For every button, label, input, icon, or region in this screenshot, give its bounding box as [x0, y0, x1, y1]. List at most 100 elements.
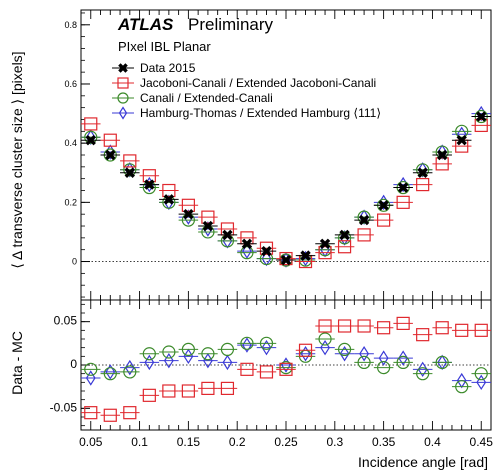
data-point — [377, 321, 391, 335]
legend-entry: Data 2015 — [112, 61, 196, 75]
legend-label: Hamburg-Thomas / Extended Hamburg ⟨111⟩ — [140, 106, 381, 120]
data-point — [398, 350, 409, 366]
data-point — [474, 323, 488, 337]
data-point — [474, 118, 488, 133]
x-tick-label: 0.25 — [274, 435, 298, 449]
data-point — [124, 359, 135, 376]
data-point — [416, 367, 430, 381]
data-point — [377, 213, 391, 227]
x-tick-label: 0.4 — [424, 435, 441, 449]
data-point — [396, 316, 410, 330]
data-point — [103, 367, 117, 381]
x-tick-label: 0.2 — [229, 435, 246, 449]
data-point — [435, 355, 449, 369]
data-point — [436, 149, 448, 161]
data-point — [435, 321, 449, 335]
data-point — [318, 332, 332, 346]
data-point — [240, 362, 254, 376]
data-point — [339, 229, 350, 241]
data-point — [279, 251, 293, 266]
data-point — [456, 372, 467, 389]
data-point — [240, 336, 254, 350]
data-point — [397, 182, 409, 193]
data-point — [201, 381, 215, 395]
data-point — [123, 154, 137, 168]
data-point — [259, 336, 274, 350]
bottom-y-tick-label: 0 — [70, 357, 77, 371]
data-point — [455, 124, 469, 138]
top-series-x — [81, 111, 491, 266]
data-point — [144, 179, 155, 190]
data-point — [181, 342, 195, 356]
data-point — [183, 208, 194, 220]
bottom-panel: -0.05 0 0.05 0.05 0.1 0.15 0.2 0.25 0.3 0.35 0.4 0.… — [50, 299, 494, 449]
data-point — [298, 343, 313, 357]
data-point — [144, 354, 155, 371]
x-tick-label: 0.05 — [79, 435, 103, 449]
data-point — [337, 319, 352, 333]
data-point — [202, 220, 214, 232]
x-tick-label: 0.15 — [177, 435, 201, 449]
data-point — [261, 245, 272, 257]
data-point — [378, 200, 389, 211]
data-point — [220, 342, 235, 356]
data-point — [339, 346, 350, 362]
data-point — [474, 367, 488, 381]
data-point — [357, 210, 371, 224]
data-point — [319, 238, 331, 249]
data-point — [259, 365, 274, 379]
data-point — [142, 347, 156, 361]
x-tick-label: 0.35 — [372, 435, 396, 449]
data-point — [85, 135, 96, 146]
subtitle-label: PIxel IBL Planar — [118, 39, 211, 54]
bottom-series-square — [81, 316, 491, 422]
data-point — [337, 231, 352, 245]
data-point — [476, 111, 487, 122]
data-point — [123, 365, 137, 379]
data-point — [337, 342, 352, 356]
data-point — [222, 354, 233, 371]
data-point — [103, 408, 117, 422]
data-point — [279, 362, 293, 376]
legend-entry: Hamburg-Thomas / Extended Hamburg ⟨111⟩ — [112, 106, 381, 120]
data-point — [357, 319, 371, 333]
data-point — [124, 167, 136, 178]
top-y-tick-label: 0.6 — [64, 79, 77, 89]
data-point — [105, 364, 116, 380]
data-point — [85, 370, 96, 386]
top-series-square — [81, 117, 491, 269]
data-point — [318, 246, 332, 260]
data-point — [396, 195, 410, 209]
annotation-block: ATLAS Preliminary PIxel IBL Planar — [117, 15, 274, 54]
top-y-tick-label: 0 — [72, 257, 77, 267]
data-point — [359, 346, 370, 362]
x-tick-label: 0.45 — [470, 435, 494, 449]
legend-label: Jacoboni-Canali / Extended Jacoboni-Cana… — [140, 76, 376, 90]
data-point — [123, 406, 137, 420]
data-point — [280, 254, 292, 266]
preliminary-label: Preliminary — [188, 15, 274, 34]
data-point — [84, 406, 98, 420]
top-y-tick-label: 0.4 — [64, 138, 77, 148]
data-point — [84, 130, 98, 144]
data-point — [396, 355, 410, 369]
data-point — [162, 183, 176, 198]
data-point — [357, 355, 371, 369]
data-point — [105, 149, 116, 161]
bottom-y-tick-label: 0.05 — [54, 314, 78, 328]
legend-label: Canali / Extended-Canali — [140, 91, 273, 105]
data-point — [456, 135, 467, 146]
legend-label: Data 2015 — [140, 61, 196, 75]
x-tick-label: 0.3 — [326, 435, 343, 449]
data-point — [201, 347, 215, 361]
data-point — [437, 354, 448, 371]
data-point — [163, 352, 174, 369]
top-series-diamond — [81, 105, 491, 268]
data-point — [455, 323, 469, 337]
data-point — [142, 169, 156, 183]
data-point — [84, 362, 98, 376]
legend-marker-square — [117, 77, 129, 89]
y-axis-label-bottom: Data - MC — [9, 331, 25, 395]
data-point — [240, 246, 254, 260]
legend-marker-diamond — [118, 106, 128, 120]
